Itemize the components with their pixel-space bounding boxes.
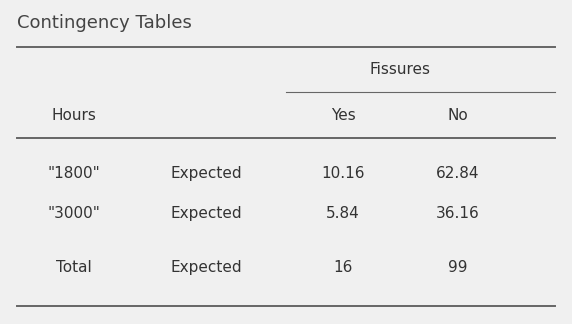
Text: Fissures: Fissures bbox=[370, 62, 431, 77]
Text: 16: 16 bbox=[333, 260, 353, 275]
Text: Expected: Expected bbox=[170, 206, 242, 221]
Text: Expected: Expected bbox=[170, 166, 242, 181]
Text: No: No bbox=[447, 108, 468, 122]
Text: "1800": "1800" bbox=[48, 166, 101, 181]
Text: "3000": "3000" bbox=[48, 206, 101, 221]
Text: 5.84: 5.84 bbox=[326, 206, 360, 221]
Text: Expected: Expected bbox=[170, 260, 242, 275]
Text: Total: Total bbox=[57, 260, 92, 275]
Text: 36.16: 36.16 bbox=[436, 206, 479, 221]
Text: 99: 99 bbox=[448, 260, 467, 275]
Text: Contingency Tables: Contingency Tables bbox=[17, 14, 192, 32]
Text: 62.84: 62.84 bbox=[436, 166, 479, 181]
Text: Yes: Yes bbox=[331, 108, 356, 122]
Text: 10.16: 10.16 bbox=[321, 166, 365, 181]
Text: Hours: Hours bbox=[52, 108, 97, 122]
